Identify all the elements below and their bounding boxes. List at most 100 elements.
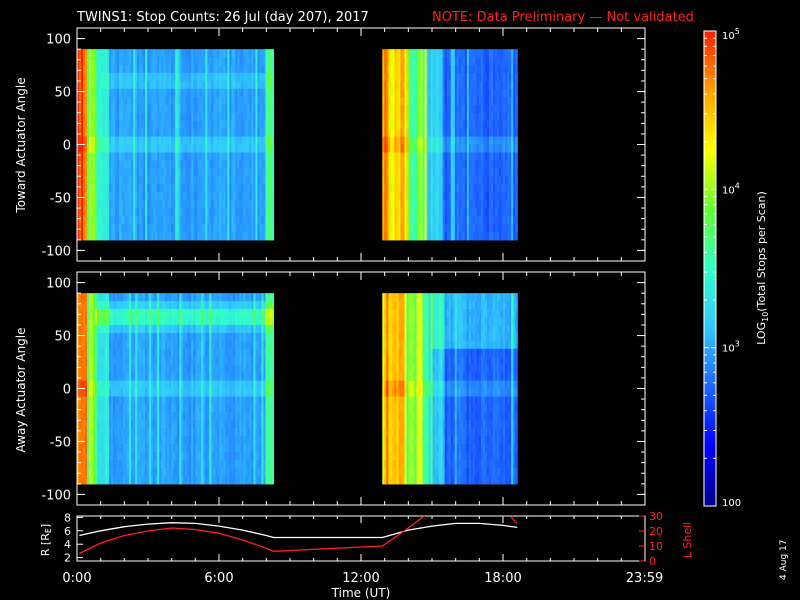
heatmap-cell [169,215,172,225]
heatmap-cell [99,208,102,217]
heatmap-cell [153,112,156,122]
heatmap-cell [263,168,267,177]
heatmap-cell [127,104,130,114]
heatmap-cell [227,184,230,193]
heatmap-cell [163,73,166,82]
heatmap-cell [426,200,430,209]
heatmap-cell [217,88,220,98]
heatmap-cell [181,192,184,201]
heatmap-cell [149,372,152,382]
heatmap-cell [165,128,168,138]
heatmap-cell [489,96,492,106]
heatmap-cell [221,120,224,130]
heatmap-cell [125,120,128,130]
heatmap-cell [515,144,518,154]
heatmap-cell [87,396,90,405]
heatmap-cell [450,176,454,185]
heatmap-cell [187,57,190,66]
heatmap-cell [125,176,128,185]
heatmap-cell [103,404,106,413]
heatmap-cell [219,57,222,66]
heatmap-cell [121,104,124,114]
heatmap-cell [406,215,410,225]
heatmap-cell [245,128,248,138]
y-tick-label: 0 [63,139,71,154]
heatmap-cell [253,96,256,106]
heatmap-cell [143,200,146,209]
heatmap-cell [271,208,275,217]
heatmap-cell [269,192,273,201]
heatmap-cell [183,215,186,225]
heatmap-cell [105,372,108,382]
heatmap-cell [133,428,136,437]
heatmap-cell [261,231,265,241]
heatmap-cell [394,88,397,98]
heatmap-cell [125,388,128,398]
heatmap-cell [155,88,158,98]
heatmap-cell [199,200,202,209]
heatmap-cell [446,49,450,58]
heatmap-cell [139,215,142,225]
heatmap-cell [127,317,130,326]
heatmap-cell [482,208,486,217]
heatmap-cell [476,104,480,114]
heatmap-cell [474,192,478,201]
heatmap-cell [119,317,122,326]
heatmap-cell [269,223,273,233]
heatmap-cell [499,49,502,58]
heatmap-cell [143,372,146,382]
heatmap-cell [183,208,186,217]
heatmap-cell [117,475,120,485]
heatmap-cell [133,309,136,318]
heatmap-cell [129,459,132,469]
heatmap-cell [109,301,112,310]
heatmap-cell [205,80,208,90]
heatmap-cell [430,49,434,58]
heatmap-cell [265,200,269,209]
heatmap-cell [145,396,148,405]
heatmap-cell [97,317,100,326]
heatmap-cell [257,136,260,146]
heatmap-cell [213,215,216,225]
heatmap-cell [173,73,176,82]
heatmap-cell [195,73,198,82]
heatmap-cell [406,73,410,82]
heatmap-cell [217,184,220,193]
heatmap-cell [438,192,442,201]
heatmap-cell [432,144,436,154]
heatmap-cell [95,340,98,350]
heatmap-cell [89,231,92,241]
heatmap-cell [420,120,424,130]
heatmap-cell [151,104,154,114]
heatmap-cell [503,144,506,154]
heatmap-cell [97,215,100,225]
heatmap-cell [442,208,446,217]
heatmap-cell [515,88,518,98]
heatmap-cell [199,57,202,66]
heatmap-cell [197,208,200,217]
heatmap-cell [139,136,142,146]
heatmap-cell [89,128,92,138]
heatmap-cell [434,223,438,233]
heatmap-cell [388,215,391,225]
heatmap-cell [81,356,84,366]
heatmap-cell [89,160,92,169]
heatmap-cell [470,231,474,241]
heatmap-cell [478,208,482,217]
heatmap-cell [267,168,271,177]
heatmap-cell [241,184,244,193]
heatmap-cell [414,65,418,74]
heatmap-cell [101,436,104,445]
heatmap-cell [189,144,192,154]
heatmap-cell [209,104,212,114]
heatmap-cell [245,49,248,58]
heatmap-cell [444,120,448,130]
heatmap-cell [145,57,148,66]
heatmap-cell [396,231,399,241]
heatmap-cell [115,200,118,209]
heatmap-cell [125,73,128,82]
heatmap-cell [267,136,271,146]
heatmap-cell [249,192,252,201]
heatmap-cell [153,356,156,366]
heatmap-cell [109,112,112,122]
